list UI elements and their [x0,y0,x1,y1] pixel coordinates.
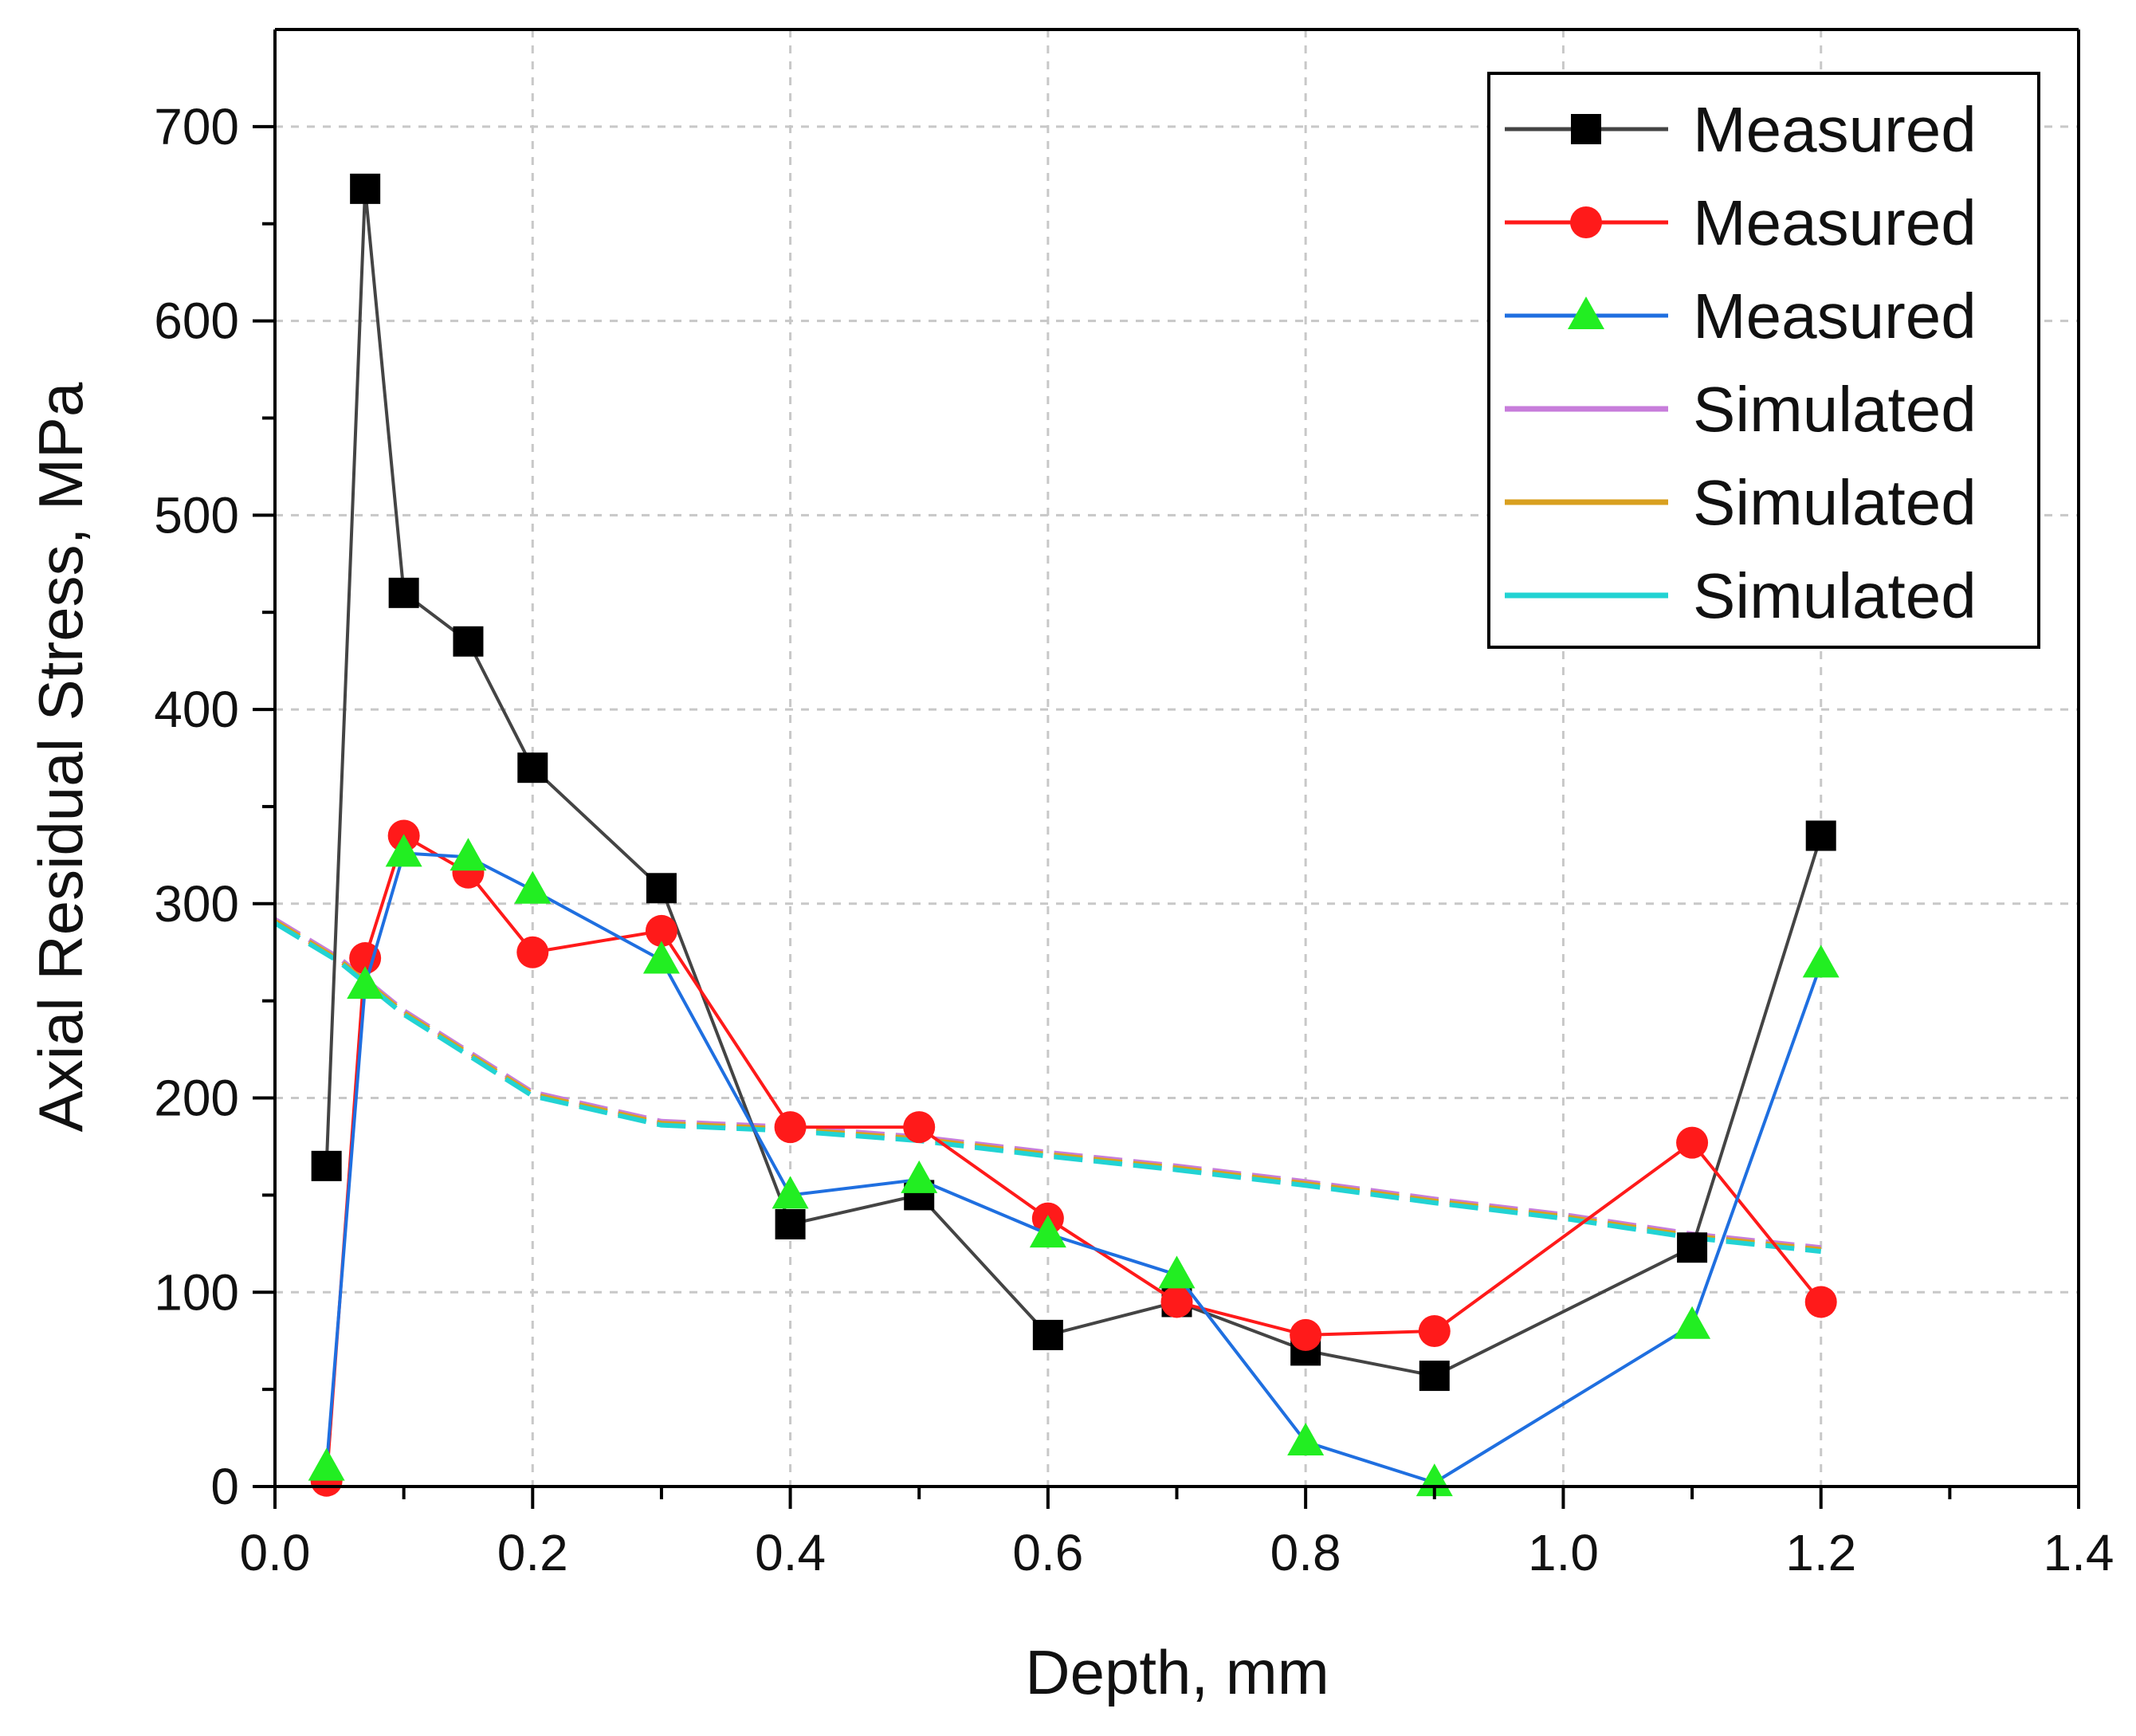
triangle-marker [1158,1255,1196,1289]
triangle-marker [1287,1422,1325,1455]
square-marker [453,626,484,657]
y-tick-label: 700 [154,98,239,155]
series-line [273,921,1822,1255]
square-marker [388,577,419,608]
square-marker [517,752,548,784]
circle-marker [1676,1126,1709,1159]
series-2 [310,819,1837,1497]
circle-marker [1804,1286,1837,1318]
square-marker [1571,114,1601,144]
axis-layer: 0.0 0.2 0.4 0.6 0.8 1.0 1.2 1.4 0 100 200 300 400 500… [154,28,2114,1581]
circle-marker [774,1111,807,1144]
triangle-marker [1568,297,1604,329]
triangle-marker [1029,1215,1066,1248]
y-tick-label: 300 [154,875,239,933]
y-tick-label: 100 [154,1263,239,1321]
circle-marker [903,1111,936,1144]
x-tick-label: 0.8 [1270,1524,1341,1581]
triangle-marker [385,834,422,867]
triangle-marker [1802,945,1840,978]
legend-label: Simulated [1693,560,1977,631]
x-tick-label: 0.6 [1012,1524,1083,1581]
series-layer [273,173,1840,1497]
triangle-marker [772,1176,809,1209]
square-marker [1032,1319,1063,1350]
legend: Measured Measured Measured Simulated Simulat… [1487,72,2040,649]
y-tick-label: 400 [154,681,239,738]
legend-item-1: Measured [1505,94,1977,165]
square-marker [646,873,677,904]
circle-marker [1290,1318,1322,1351]
y-axis-title: Axial Residual Stress, MPa [26,382,96,1132]
y-tick-label: 200 [154,1070,239,1127]
square-marker [1805,820,1836,851]
legend-item-3: Measured [1505,281,1977,352]
triangle-marker [1674,1306,1711,1339]
x-tick-label: 0.4 [755,1524,826,1581]
x-axis-title: Depth, mm [1025,1637,1329,1707]
circle-marker [1160,1286,1193,1318]
y-tick-label: 500 [154,486,239,544]
legend-label: Measured [1693,281,1977,352]
square-marker [1677,1232,1708,1263]
circle-marker [1418,1315,1451,1348]
square-marker [311,1150,342,1181]
legend-label: Simulated [1693,467,1977,538]
series-3 [308,834,1840,1497]
triangle-marker [514,870,552,904]
series-6 [273,921,1822,1255]
y-tick-label: 0 [210,1458,239,1515]
legend-item-6: Simulated [1505,560,1977,631]
circle-marker [349,942,382,975]
square-marker [350,173,381,204]
legend-label: Measured [1693,187,1977,258]
legend-item-5: Simulated [1505,467,1977,538]
legend-label: Measured [1693,94,1977,165]
legend-label: Simulated [1693,374,1977,445]
legend-item-2: Measured [1505,187,1977,258]
x-tick-label: 0.2 [497,1524,568,1581]
triangle-marker [347,966,384,1000]
x-tick-label: 1.4 [2044,1524,2114,1581]
circle-marker [516,936,549,968]
x-tick-label: 1.0 [1528,1524,1599,1581]
square-marker [1419,1361,1450,1392]
triangle-marker [308,1447,345,1481]
triangle-marker [901,1160,938,1193]
x-tick-label: 1.2 [1785,1524,1856,1581]
square-marker [775,1208,806,1239]
legend-item-4: Simulated [1505,374,1977,445]
circle-marker [645,914,677,947]
circle-marker [1570,206,1602,238]
triangle-marker [642,941,680,974]
y-tick-label: 600 [154,293,239,350]
triangle-marker [450,838,487,871]
legend-box [1487,72,2040,649]
series-line [324,851,1823,1485]
x-tick-label: 0.0 [240,1524,311,1581]
